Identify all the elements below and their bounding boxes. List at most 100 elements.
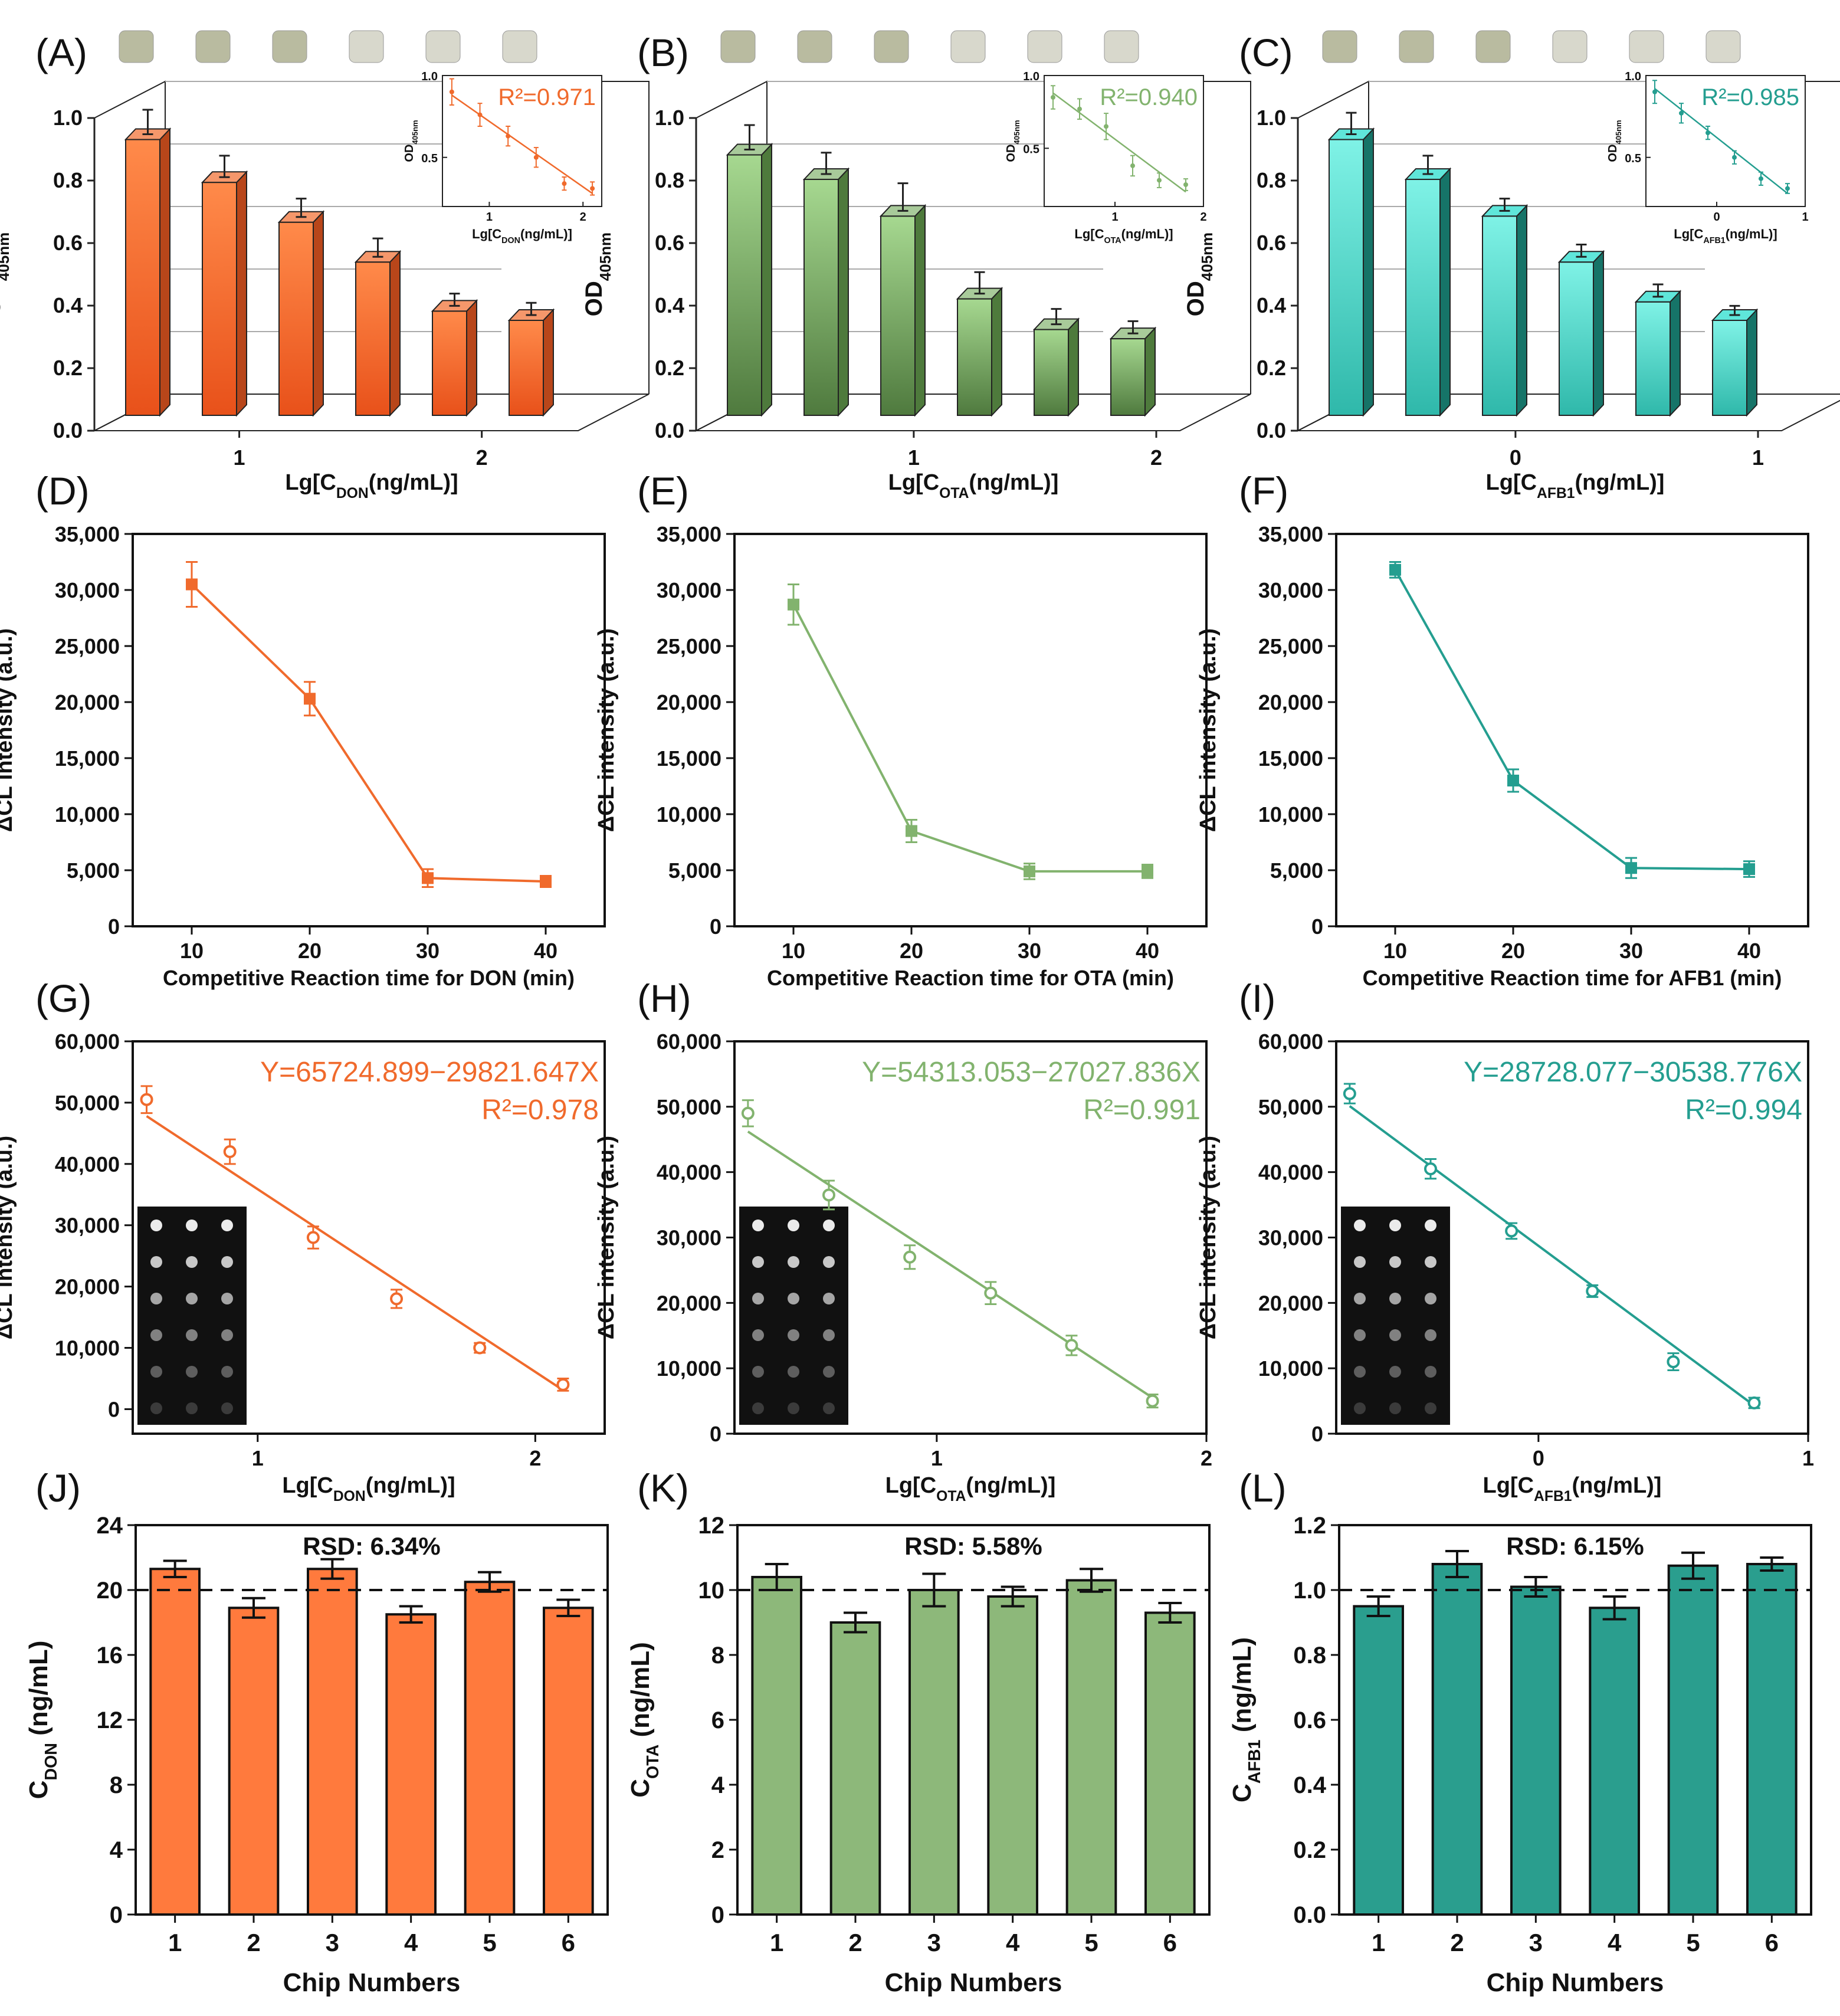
dish-photo	[119, 30, 154, 63]
y-tick-label: 30,000	[1258, 578, 1323, 602]
cl-spot	[1389, 1293, 1401, 1304]
cl-spot	[752, 1293, 764, 1304]
cl-spot	[150, 1293, 162, 1304]
x-axis-label: Competitive Reaction time for AFB1 (min)	[1363, 966, 1782, 990]
x-tick-label: 0	[1533, 1446, 1544, 1470]
y-tick-label: 20,000	[55, 690, 120, 714]
inset-y-label-part: OD	[1606, 145, 1619, 162]
data-point	[186, 578, 198, 591]
y-tick-label: 40,000	[657, 1161, 721, 1185]
x-tick-label: 40	[534, 939, 557, 963]
rsd-annotation: RSD: 6.34%	[303, 1532, 440, 1560]
x-tick-label: 30	[1619, 939, 1643, 963]
dish-photo	[502, 30, 537, 63]
bar	[355, 261, 391, 416]
x-axis-label: Chip Numbers	[1487, 1968, 1664, 1997]
y-tick-label: 20,000	[657, 1291, 721, 1315]
cl-spot	[1354, 1402, 1366, 1414]
bar	[1589, 1607, 1640, 1916]
y-axis-label-part: OD	[0, 281, 5, 316]
y-tick-label: 40,000	[1258, 1161, 1323, 1185]
x-tick-label: 1	[252, 1446, 264, 1470]
cl-spot	[1425, 1329, 1436, 1341]
cl-spot	[150, 1402, 162, 1414]
inset-y-label: OD405nm	[403, 120, 419, 162]
inset-x-tick-label: 0	[1713, 211, 1720, 224]
x-tick-label: 1	[1752, 445, 1764, 470]
y-tick-label: 50,000	[1258, 1095, 1323, 1119]
dish-photo	[950, 30, 986, 63]
y-axis-label-part: 405nm	[0, 232, 12, 281]
cl-spot	[1389, 1256, 1401, 1268]
data-point	[540, 876, 552, 887]
y-tick-label: 0.8	[1293, 1643, 1326, 1668]
x-tick-label: 2	[1201, 1446, 1212, 1470]
y-tick-label: 10,000	[55, 802, 120, 827]
dish-photo	[1475, 30, 1511, 63]
x-tick-label: 30	[1018, 939, 1041, 963]
panel-I: 0 10,000 20,000 30,000 40,000 50,000 60,000 0 1 (…	[1196, 976, 1814, 1504]
y-axis-label-part: DON	[42, 1743, 61, 1781]
y-tick-label: 25,000	[657, 634, 721, 658]
bar	[385, 1613, 437, 1916]
dish-photo	[1705, 30, 1741, 63]
inset-r2: R²=0.971	[498, 84, 596, 110]
y-tick-label: 1.2	[1293, 1513, 1326, 1539]
panel-label: (B)	[637, 31, 689, 74]
data-point	[1625, 862, 1637, 874]
panel-label: (D)	[35, 469, 90, 513]
bar	[1667, 1564, 1719, 1916]
r-squared: R²=0.994	[1685, 1094, 1802, 1126]
bar	[957, 298, 992, 416]
data-point	[1065, 1339, 1078, 1352]
panel-label: (E)	[637, 469, 689, 513]
y-axis-label-part: OD	[581, 281, 607, 316]
inset-x-label-part: Lg[C	[1074, 227, 1104, 241]
dish-photo	[1629, 30, 1664, 63]
data-point	[1667, 1355, 1680, 1369]
cl-spot	[752, 1366, 764, 1378]
y-tick-label: 20	[97, 1578, 123, 1604]
dish-photo	[720, 30, 756, 63]
fit-line	[1349, 1105, 1755, 1407]
y-tick-label: 0.4	[655, 293, 684, 317]
inset-x-tick-label: 1	[1802, 211, 1808, 224]
y-axis-label: ΔCL intensity (a.u.)	[1196, 628, 1221, 832]
cl-spot	[150, 1256, 162, 1268]
y-axis-label-part: C	[1228, 1784, 1257, 1802]
inset-y-tick-label: 1.0	[1023, 70, 1039, 83]
bar	[149, 1568, 201, 1916]
inset-x-label-part: DON	[501, 236, 520, 245]
y-axis-label: COTA (ng/mL)	[626, 1642, 662, 1798]
x-tick-label: 2	[476, 445, 488, 470]
inset-x-tick-label: 2	[1200, 211, 1206, 224]
inset-point	[1130, 163, 1135, 168]
y-tick-label: 12	[698, 1513, 725, 1539]
y-tick-label: 10,000	[1258, 1356, 1323, 1381]
y-axis-label-part: (ng/mL)	[626, 1642, 655, 1745]
y-tick-label: 0	[710, 914, 721, 939]
inset-point	[1077, 106, 1082, 112]
cl-spot	[1425, 1402, 1436, 1414]
x-tick-label: 10	[782, 939, 805, 963]
x-tick-label: 20	[900, 939, 923, 963]
y-tick-label: 50,000	[657, 1095, 721, 1119]
inset-x-label-part: (ng/mL)]	[1121, 227, 1173, 241]
dish-photo	[1552, 30, 1588, 63]
y-axis-label: OD405nm	[1183, 232, 1216, 316]
y-tick-label: 40,000	[55, 1152, 120, 1176]
inset-r2: R²=0.985	[1701, 84, 1799, 110]
y-tick-label: 0.6	[1257, 231, 1286, 255]
y-tick-label: 0.8	[655, 168, 684, 192]
y-tick-label: 1.0	[53, 106, 83, 130]
y-tick-label: 0.6	[655, 231, 684, 255]
data-point	[984, 1286, 998, 1300]
data-point	[822, 1188, 835, 1202]
cl-spot	[1389, 1366, 1401, 1378]
y-tick-label: 10,000	[657, 1356, 721, 1381]
data-point	[788, 598, 799, 611]
y-tick-label: 25,000	[1258, 634, 1323, 658]
x-axis-label-part: Lg[C	[1483, 1473, 1534, 1498]
inset-r2: R²=0.940	[1100, 84, 1198, 110]
